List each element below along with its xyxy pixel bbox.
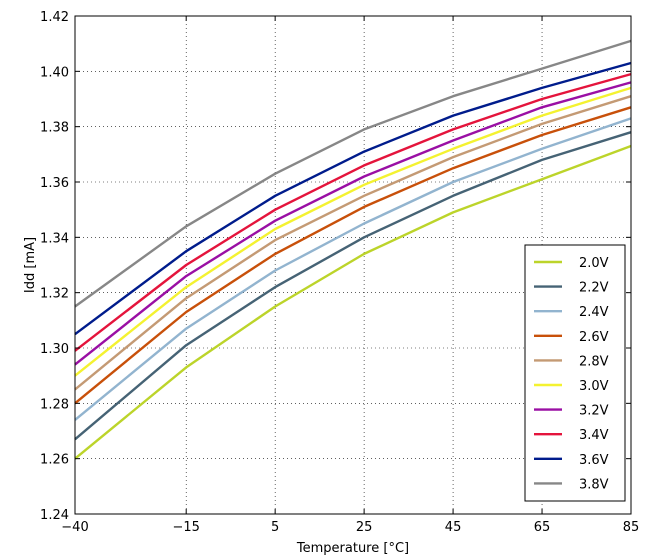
legend-label: 3.6V	[579, 453, 609, 468]
legend-label: 2.8V	[579, 354, 609, 369]
legend-label: 3.2V	[579, 404, 609, 419]
legend-box	[524, 244, 626, 502]
series-line-2-6V	[74, 106, 632, 405]
series-line-3-6V	[74, 61, 632, 336]
series-line-2-4V	[74, 117, 632, 421]
x-tick-label: −15	[172, 520, 199, 535]
y-tick-label: 1.26	[40, 453, 69, 468]
legend-label: 2.6V	[579, 330, 609, 345]
x-tick-label: 65	[534, 520, 551, 535]
y-tick-label: 1.34	[40, 231, 69, 246]
y-tick-labels: 1.24 1.26 1.28 1.30 1.32 1.34 1.36 1.38 1.40 1.42	[40, 10, 69, 523]
x-tick-labels: −40 −15 5 25 45 65 85	[61, 520, 639, 535]
series-line-2-2V	[74, 131, 632, 441]
series-line-3-0V	[74, 86, 632, 377]
legend-label: 3.8V	[579, 477, 609, 492]
y-tick-label: 1.38	[40, 121, 69, 136]
legend: 2.0V 2.2V 2.4V 2.6V 2.8V 3.0V 3.2V 3.4V 3.6V 3.8V	[524, 244, 626, 502]
y-tick-label: 1.36	[40, 176, 69, 191]
series-line-2-8V	[74, 95, 632, 391]
y-tick-label: 1.32	[40, 287, 69, 302]
legend-label: 2.2V	[579, 281, 609, 296]
x-tick-label: 25	[356, 520, 373, 535]
series-lines	[74, 39, 632, 460]
series-line-3-4V	[74, 72, 632, 352]
legend-label: 3.4V	[579, 428, 609, 443]
y-tick-label: 1.40	[40, 65, 69, 80]
y-tick-label: 1.24	[40, 508, 69, 523]
x-tick-label: 45	[445, 520, 462, 535]
x-tick-label: −40	[61, 520, 88, 535]
x-axis-label: Temperature [°C]	[296, 541, 409, 556]
x-tick-label: 5	[271, 520, 279, 535]
y-tick-label: 1.42	[40, 10, 69, 25]
y-tick-label: 1.30	[40, 342, 69, 357]
y-axis-label: Idd [mA]	[23, 237, 38, 293]
series-line-3-8V	[74, 39, 632, 308]
axis-ticks	[74, 15, 632, 515]
legend-label: 2.0V	[579, 256, 609, 271]
legend-label: 2.4V	[579, 305, 609, 320]
legend-label: 3.0V	[579, 379, 609, 394]
x-tick-label: 85	[623, 520, 640, 535]
y-tick-label: 1.28	[40, 397, 69, 412]
series-line-3-2V	[74, 81, 632, 366]
series-line-2-0V	[74, 144, 632, 460]
plot-frame	[74, 15, 632, 515]
